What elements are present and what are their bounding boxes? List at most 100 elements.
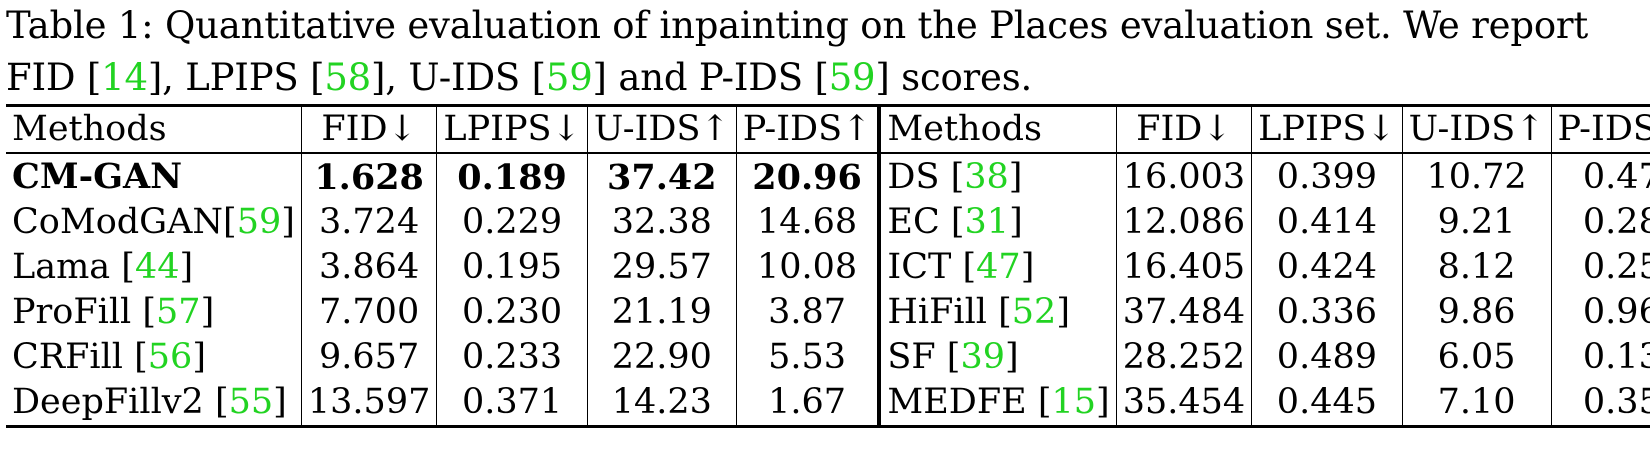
bracket: [ [142,292,157,332]
caption-text: ], LPIPS [ [147,56,325,99]
method-cell-right: HiFill [52] [879,290,1117,335]
method-name: Lama [12,247,122,287]
uids-cell: 10.72 [1402,153,1552,200]
caption-citation[interactable]: 59 [545,56,593,99]
method-name: DS [887,156,951,197]
bracket: [ [998,292,1012,332]
caption-text: FID [6,56,87,99]
pids-cell: 20.96 [736,153,882,200]
uids-cell: 22.90 [587,335,737,380]
header-pids-left: P-IDS↑ [736,105,882,153]
method-citation[interactable]: 57 [156,292,201,332]
uids-cell: 21.19 [587,290,737,335]
bracket: ] [1056,292,1070,332]
bracket: [ [214,382,229,422]
method-name: DeepFillv2 [12,382,215,422]
lpips-cell: 0.489 [1251,335,1403,380]
fid-cell: 16.405 [1116,245,1253,290]
lpips-cell: 0.336 [1251,290,1403,335]
fid-cell: 7.700 [301,290,438,335]
method-name: EC [887,202,951,242]
method-citation[interactable]: 38 [964,156,1009,197]
table-header-row: Methods FID↓ LPIPS↓ U-IDS↑ P-IDS↑ Method… [6,105,1650,153]
results-table: Methods FID↓ LPIPS↓ U-IDS↑ P-IDS↑ Method… [6,104,1650,428]
method-cell-right: MEDFE [15] [879,380,1117,427]
bracket: ] [192,337,206,377]
pids-cell: 10.08 [736,245,882,290]
method-cell-right: EC [31] [879,200,1117,245]
method-citation[interactable]: 44 [134,247,180,287]
pids-cell: 0.35 [1582,382,1650,422]
method-cell-left: ProFill [57] [6,290,302,335]
pids-cell: 0.28 [1582,202,1650,242]
header-lpips-right: LPIPS↓ [1251,105,1403,153]
uids-cell: 37.42 [587,153,737,200]
method-name: CM-GAN [12,156,183,197]
header-uids-right: U-IDS↑ [1402,105,1552,153]
fid-cell: 37.484 [1116,290,1253,335]
table-row: DeepFillv2 [55] 13.597 0.371 14.23 1.67 MEDFE… [6,380,1650,427]
method-citation[interactable]: 47 [976,247,1021,287]
method-citation[interactable]: 15 [1051,382,1097,422]
table-row: ProFill [57] 7.700 0.230 21.19 3.87 HiFill [5… [6,290,1650,335]
fid-cell: 12.086 [1116,200,1253,245]
method-name: ICT [887,247,963,287]
table-caption: Table 1: Quantitative evaluation of inpa… [6,0,1646,104]
uids-cell: 6.05 [1402,335,1552,380]
bracket: [ [121,247,135,287]
bracket: ] [281,202,295,242]
method-cell-left: CRFill [56] [6,335,302,380]
header-methods-left: Methods [6,105,302,153]
method-cell-right: DS [38] [879,153,1117,200]
caption-text: [ [86,56,102,99]
pids-cell: 1.67 [736,380,882,427]
table-row: CRFill [56] 9.657 0.233 22.90 5.53 SF [39] 28.… [6,335,1650,380]
method-name: SF [887,337,947,377]
uids-cell: 9.21 [1402,200,1552,245]
method-cell-right: ICT [47] [879,245,1117,290]
method-citation[interactable]: 52 [1011,292,1057,332]
lpips-cell: 0.371 [436,380,588,427]
caption-citation[interactable]: 14 [101,56,148,99]
bracket: ] [1009,202,1023,242]
method-citation[interactable]: 59 [236,202,282,242]
caption-citation[interactable]: 58 [324,56,372,99]
uids-cell: 32.38 [587,200,737,245]
uids-cell: 7.10 [1402,380,1552,427]
header-methods-right: Methods [879,105,1117,153]
bracket: [ [223,202,237,242]
bracket: [ [950,156,965,197]
method-cell-left: CM-GAN [6,153,302,200]
lpips-cell: 0.233 [436,335,588,380]
caption-text: ] and P-IDS [ [592,56,829,99]
method-cell-left: Lama [44] [6,245,302,290]
pids-cell: 0.13 [1582,337,1650,377]
lpips-cell: 0.399 [1251,153,1403,200]
bracket: [ [950,202,965,242]
bracket: ] [273,382,287,422]
caption-citation[interactable]: 59 [828,56,876,99]
fid-cell: 1.628 [301,153,438,200]
header-fid-right: FID↓ [1116,105,1253,153]
bracket: [ [962,247,977,287]
bracket: [ [1037,382,1052,422]
pids-cell: 14.68 [736,200,882,245]
uids-cell: 14.23 [587,380,737,427]
fid-cell: 3.864 [301,245,438,290]
bracket: ] [1096,382,1110,422]
lpips-cell: 0.414 [1251,200,1403,245]
method-citation[interactable]: 31 [964,202,1010,242]
bracket: ] [200,292,215,332]
caption-text: ], U-IDS [ [371,56,546,99]
table-row: CoModGAN[59] 3.724 0.229 32.38 14.68 EC [31] 1… [6,200,1650,245]
method-citation[interactable]: 55 [228,382,274,422]
pids-cell: 0.25 [1582,247,1650,287]
uids-cell: 9.86 [1402,290,1552,335]
lpips-cell: 0.229 [436,200,588,245]
table-row: Lama [44] 3.864 0.195 29.57 10.08 ICT [47] 16.… [6,245,1650,290]
bracket: [ [946,337,961,377]
pids-cell: 3.87 [736,290,882,335]
method-citation[interactable]: 56 [147,337,193,377]
method-citation[interactable]: 39 [960,337,1005,377]
method-cell-left: DeepFillv2 [55] [6,380,302,427]
